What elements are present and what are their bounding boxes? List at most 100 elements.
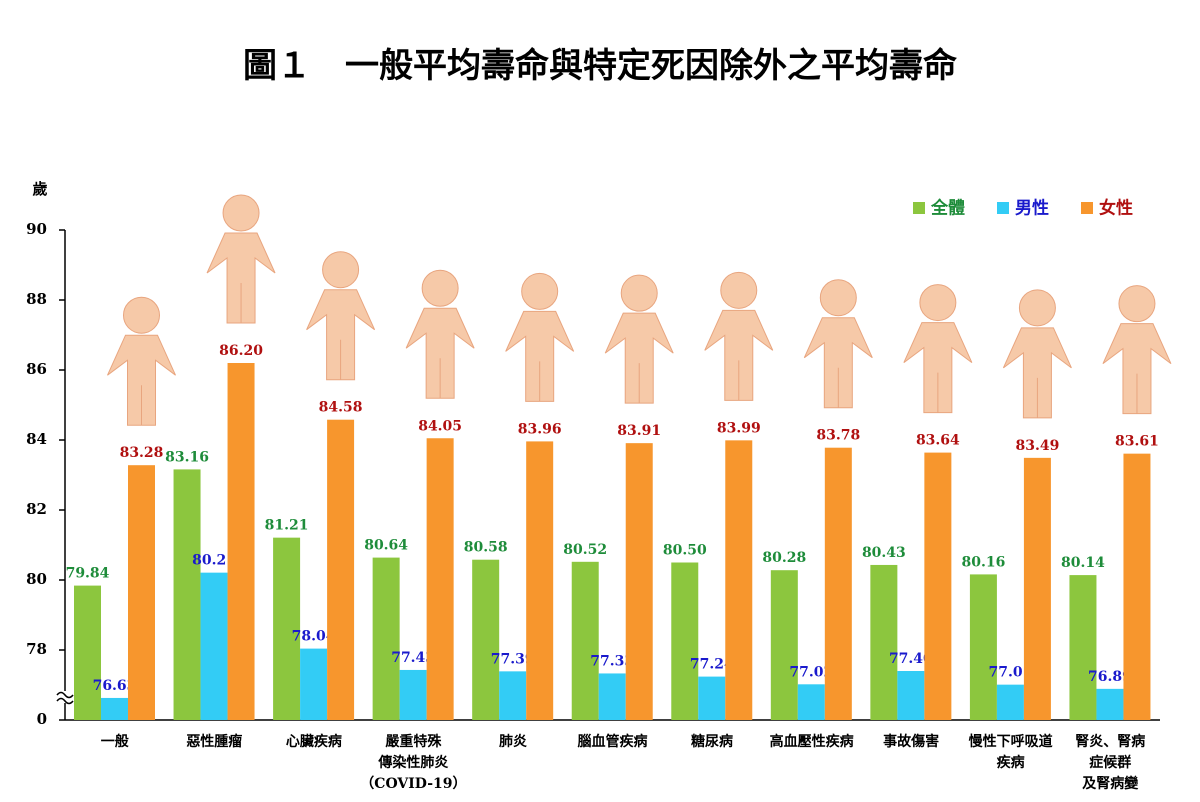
x-tick-label: 腎炎、腎病 (1075, 733, 1145, 750)
value-label: 77.43 (391, 650, 435, 666)
x-tick-label: 腦血管疾病 (578, 733, 648, 750)
value-label: 83.16 (165, 449, 209, 465)
figure-head (1118, 285, 1156, 323)
legend-label: 全體 (930, 198, 965, 219)
bar (173, 469, 201, 720)
value-label: 80.28 (762, 550, 806, 566)
bar (499, 671, 527, 720)
figure-head (819, 279, 857, 317)
figure-head (1018, 289, 1056, 327)
value-label: 77.40 (889, 651, 933, 667)
x-tick-label: 嚴重特殊 (385, 733, 442, 750)
value-label: 77.02 (789, 664, 833, 680)
x-tick-label: 及腎病變 (1082, 775, 1139, 792)
value-label: 77.24 (690, 657, 734, 673)
value-label: 83.61 (1115, 434, 1159, 450)
figure-body (206, 232, 276, 324)
figure-head (720, 271, 758, 309)
bar (625, 443, 653, 720)
x-tick-label: 症候群 (1089, 754, 1131, 771)
figure-body (803, 317, 873, 409)
value-label: 83.96 (518, 421, 562, 437)
bar (571, 561, 599, 720)
bar (399, 669, 427, 720)
legend-swatch (1081, 202, 1093, 214)
figure-head (421, 269, 459, 307)
bar (969, 574, 997, 720)
bar (426, 438, 454, 720)
y-tick-label: 88 (26, 290, 47, 308)
legend-swatch (997, 202, 1009, 214)
bar (472, 559, 500, 720)
bar (1069, 575, 1097, 720)
figure-head (521, 272, 559, 310)
value-label: 84.58 (319, 400, 363, 416)
figure-head (222, 194, 260, 232)
bar (300, 648, 328, 720)
bar (770, 570, 798, 720)
x-tick-label: 心臟疾病 (286, 733, 342, 750)
bar (128, 465, 155, 720)
bar (101, 697, 128, 720)
y-tick-label: 90 (26, 220, 47, 238)
x-tick-label: 惡性腫瘤 (186, 733, 242, 750)
bar (526, 441, 554, 720)
legend-label: 男性 (1015, 198, 1049, 219)
bar (1023, 457, 1051, 720)
y-tick-label: 82 (26, 500, 47, 518)
value-label: 80.16 (961, 554, 1005, 570)
bar (725, 440, 753, 720)
bar (996, 684, 1024, 720)
legend-swatch (913, 202, 925, 214)
x-tick-label: 事故傷害 (883, 733, 939, 750)
x-tick-label: 肺炎 (499, 734, 527, 750)
bar (698, 676, 726, 720)
figure-head (322, 251, 360, 289)
figure-head (919, 284, 957, 322)
x-tick-label: 高血壓性疾病 (770, 733, 854, 750)
value-label: 80.58 (464, 540, 508, 556)
value-label: 77.01 (988, 665, 1032, 681)
y-tick-label: 80 (26, 570, 47, 588)
value-label: 83.64 (916, 433, 960, 449)
value-label: 79.84 (66, 566, 110, 582)
bar (797, 684, 825, 720)
bar (1096, 688, 1124, 720)
value-label: 80.14 (1061, 555, 1105, 571)
x-tick-label: （COVID-19） (360, 776, 466, 792)
y-tick-label: 78 (26, 640, 47, 658)
value-label: 81.21 (265, 518, 309, 534)
y-tick-label: 0 (37, 710, 47, 728)
bar (273, 537, 301, 720)
chart-title: 圖１ 一般平均壽命與特定死因除外之平均壽命 (243, 46, 957, 86)
bar (372, 557, 400, 720)
value-label: 80.50 (663, 543, 707, 559)
figure-body (505, 310, 575, 402)
value-label: 83.99 (717, 420, 761, 436)
x-tick-label: 糖尿病 (691, 733, 733, 750)
figure-body (903, 322, 973, 414)
y-tick-label: 84 (26, 430, 47, 448)
x-tick-label: 傳染性肺炎 (377, 754, 448, 771)
axis-break-gap (59, 691, 71, 703)
x-tick-label: 疾病 (997, 754, 1025, 771)
figure-body (1002, 327, 1072, 419)
value-label: 80.43 (862, 545, 906, 561)
x-tick-label: 慢性下呼吸道 (969, 733, 1053, 750)
bar (327, 419, 355, 720)
value-label: 76.89 (1088, 669, 1132, 685)
x-tick-label: 一般 (101, 733, 129, 750)
value-label: 80.21 (192, 553, 236, 569)
bar (74, 585, 101, 720)
bar (824, 447, 852, 720)
legend-label: 女性 (1099, 198, 1133, 219)
value-label: 77.33 (590, 653, 634, 669)
figure-body (704, 309, 774, 401)
value-label: 77.39 (491, 651, 535, 667)
value-label: 80.64 (364, 538, 408, 554)
figure-body (306, 289, 376, 381)
bar (924, 452, 952, 720)
y-axis-label: 歲 (32, 180, 47, 198)
value-label: 84.05 (418, 418, 462, 434)
